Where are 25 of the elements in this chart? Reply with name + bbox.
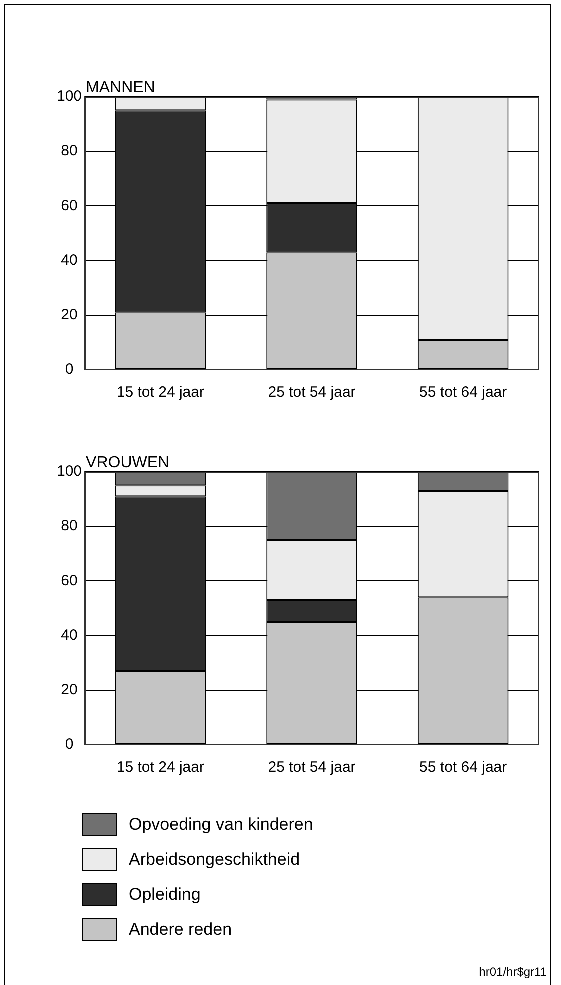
- y-tick-label: 20: [61, 682, 78, 699]
- y-tick-label: 0: [65, 736, 74, 754]
- y-tick-label: 100: [57, 88, 82, 106]
- y-tick-label: 40: [61, 252, 78, 269]
- y-tick-label: 60: [61, 572, 78, 590]
- y-tick-label: 40: [61, 626, 78, 644]
- y-tick-label: 60: [61, 197, 78, 214]
- text: hr01/hr$gr11: [479, 965, 547, 979]
- legend-label: Arbeidsongeschiktheid: [129, 850, 300, 870]
- legend-label: Opvoeding van kinderen: [129, 814, 314, 834]
- chart-title: MANNEN: [86, 79, 156, 96]
- legend-label: Andere reden: [129, 920, 232, 940]
- x-tick-label: 25 tot 54 jaar: [268, 759, 356, 776]
- x-tick-label: 55 tot 64 jaar: [420, 759, 508, 776]
- y-tick-label: 100: [57, 463, 82, 480]
- y-tick-label: 80: [61, 142, 78, 160]
- x-tick-label: 15 tot 24 jaar: [116, 384, 204, 402]
- legend-label: Opleiding: [129, 884, 201, 904]
- chart-title: VROUWEN: [86, 454, 170, 472]
- y-tick-label: 20: [61, 306, 78, 324]
- x-tick-label: 25 tot 54 jaar: [268, 384, 356, 402]
- x-tick-label: 15 tot 24 jaar: [116, 759, 204, 776]
- y-tick-label: 0: [65, 361, 74, 378]
- y-tick-label: 80: [61, 518, 78, 535]
- x-tick-label: 55 tot 64 jaar: [420, 384, 508, 402]
